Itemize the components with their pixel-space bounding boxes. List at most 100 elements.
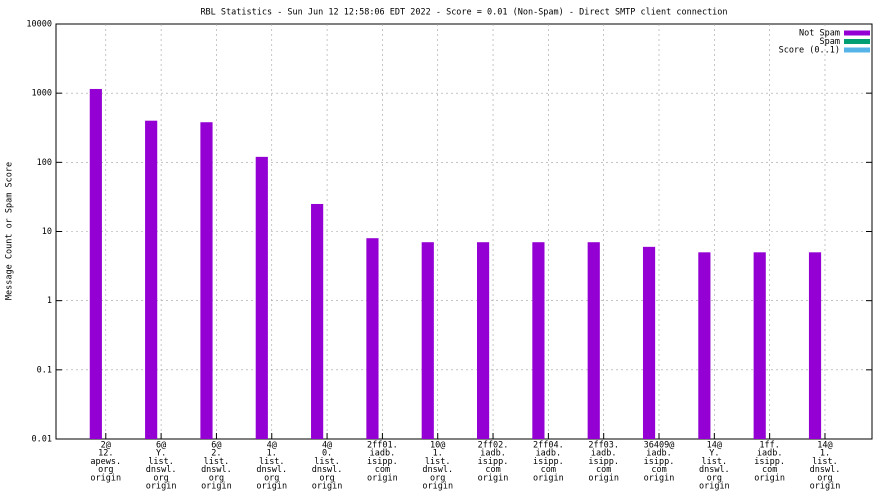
- x-tick-label: org: [707, 473, 722, 483]
- x-tick-label: 14@: [707, 441, 722, 451]
- bar: [200, 122, 213, 440]
- x-tick-label: list.: [148, 457, 174, 467]
- x-tick-label: dnswl.: [146, 465, 177, 475]
- x-tick-label: origin: [478, 473, 509, 483]
- legend-label: Spam: [820, 37, 840, 47]
- y-axis-label: Message Count or Spam Score: [5, 162, 15, 300]
- x-tick-label: isipp.: [367, 457, 398, 467]
- x-tick-label: 36409@: [644, 441, 675, 451]
- x-tick-label: org: [430, 473, 445, 483]
- x-tick-label: isipp.: [754, 457, 785, 467]
- bar: [311, 203, 324, 439]
- x-tick-label: org: [209, 473, 224, 483]
- bar: [421, 242, 434, 439]
- bar: [477, 242, 490, 439]
- x-tick-label: org: [98, 465, 113, 475]
- x-tick-label: 2ff01.: [367, 441, 398, 451]
- x-tick-label: com: [651, 465, 666, 475]
- x-tick-label: 1.: [820, 449, 830, 459]
- x-tick-label: origin: [588, 473, 619, 483]
- x-tick-label: 0.: [322, 449, 332, 459]
- x-tick-label: org: [817, 473, 832, 483]
- x-tick-label: 2@: [101, 441, 111, 451]
- x-tick-label: dnswl.: [810, 465, 841, 475]
- x-tick-label: org: [264, 473, 279, 483]
- bar: [145, 120, 158, 439]
- x-tick-label: isipp.: [533, 457, 564, 467]
- legend-swatch: [844, 30, 870, 36]
- x-tick-label: list.: [425, 457, 451, 467]
- x-tick-label: 12.: [98, 449, 113, 459]
- x-tick-label: iadb.: [591, 449, 617, 459]
- x-tick-label: com: [541, 465, 556, 475]
- x-tick-label: iadb.: [757, 449, 783, 459]
- x-tick-label: origin: [90, 473, 121, 483]
- x-tick-label: iadb.: [536, 449, 562, 459]
- x-tick-label: iadb.: [646, 449, 672, 459]
- x-tick-label: dnswl.: [312, 465, 343, 475]
- bar: [255, 156, 268, 439]
- x-tick-label: origin: [810, 482, 841, 492]
- y-tick-label: 1: [47, 296, 52, 306]
- x-tick-label: origin: [533, 473, 564, 483]
- x-tick-label: isipp.: [644, 457, 675, 467]
- y-tick-label: 10000: [26, 20, 52, 30]
- x-tick-label: 2.: [211, 449, 221, 459]
- x-tick-label: isipp.: [588, 457, 619, 467]
- bar: [89, 88, 102, 440]
- x-tick-label: 10@: [430, 441, 445, 451]
- x-tick-label: 1.: [267, 449, 277, 459]
- x-tick-label: 14@: [817, 441, 832, 451]
- x-tick-label: list.: [259, 457, 285, 467]
- x-tick-label: 4@: [267, 441, 277, 451]
- x-tick-label: dnswl.: [422, 465, 453, 475]
- legend-label: Score (0..1): [779, 46, 840, 56]
- x-tick-label: list.: [314, 457, 340, 467]
- x-tick-label: Y.: [156, 449, 166, 459]
- bar: [698, 252, 711, 439]
- x-tick-label: dnswl.: [256, 465, 287, 475]
- x-tick-label: 1ff.: [759, 441, 779, 451]
- bar: [808, 252, 822, 439]
- x-tick-label: origin: [201, 482, 232, 492]
- x-tick-label: origin: [256, 482, 287, 492]
- x-tick-label: apews.: [90, 457, 121, 467]
- x-tick-label: origin: [644, 473, 675, 483]
- bar: [587, 242, 600, 439]
- x-tick-label: 6@: [211, 441, 221, 451]
- x-tick-label: list.: [204, 457, 230, 467]
- x-tick-label: origin: [367, 473, 398, 483]
- x-tick-label: 2ff04.: [533, 441, 564, 451]
- x-tick-label: org: [319, 473, 334, 483]
- x-tick-label: list.: [702, 457, 728, 467]
- bar: [753, 252, 766, 439]
- y-tick-label: 0.01: [32, 435, 52, 445]
- bar: [642, 246, 656, 439]
- x-tick-label: org: [153, 473, 168, 483]
- x-tick-label: origin: [422, 482, 453, 492]
- x-tick-label: iadb.: [370, 449, 396, 459]
- legend-swatch: [844, 39, 870, 44]
- x-tick-label: list.: [812, 457, 838, 467]
- x-tick-label: com: [485, 465, 500, 475]
- legend-label: Not Spam: [799, 29, 840, 39]
- x-tick-label: com: [375, 465, 390, 475]
- y-tick-label: 1000: [32, 89, 52, 99]
- y-tick-label: 10: [42, 227, 52, 237]
- x-tick-label: origin: [146, 482, 177, 492]
- x-tick-label: 1.: [433, 449, 443, 459]
- x-tick-label: com: [762, 465, 777, 475]
- x-tick-label: 2ff02.: [478, 441, 509, 451]
- x-tick-label: dnswl.: [699, 465, 730, 475]
- x-tick-label: origin: [312, 482, 343, 492]
- bar: [366, 238, 379, 439]
- chart-title: RBL Statistics - Sun Jun 12 12:58:06 EDT…: [200, 8, 727, 18]
- bar: [532, 242, 545, 439]
- x-tick-label: Y.: [709, 449, 719, 459]
- legend-swatch: [844, 47, 870, 53]
- x-tick-label: dnswl.: [201, 465, 232, 475]
- y-tick-label: 0.1: [37, 365, 52, 375]
- x-tick-label: 2ff03.: [588, 441, 619, 451]
- x-tick-label: isipp.: [478, 457, 509, 467]
